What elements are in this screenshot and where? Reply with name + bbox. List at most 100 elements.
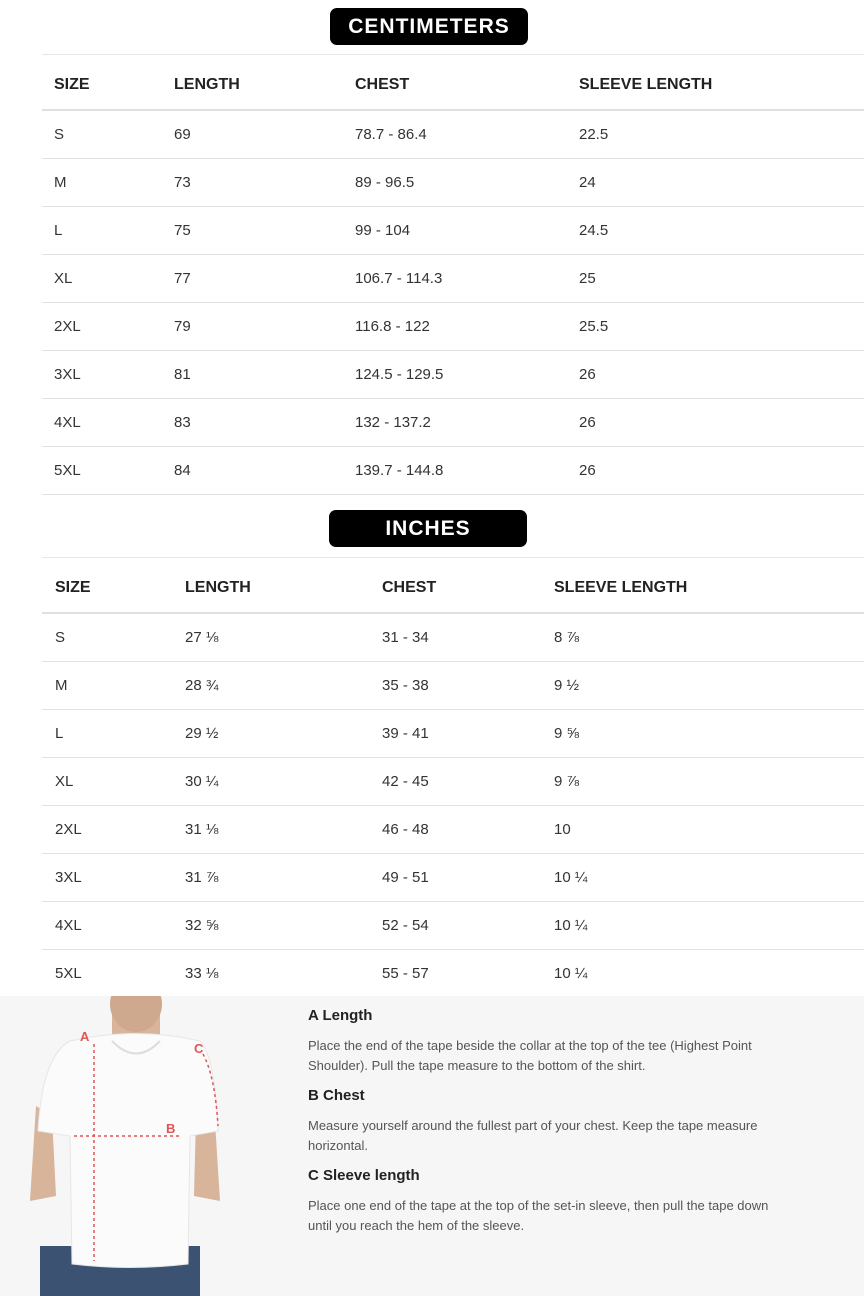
table-cell: XL	[55, 773, 74, 790]
table-row: 2XL 79 116.8 - 122 25.5	[42, 303, 864, 351]
table-cell: 31 ⅞	[185, 869, 219, 886]
length-text: Place the end of the tape beside the col…	[308, 1038, 752, 1073]
table-row: M 73 89 - 96.5 24	[42, 159, 864, 207]
table-cell: 9 ⅝	[554, 725, 580, 742]
table-cell: 10 ¼	[554, 965, 588, 982]
table-cell: 89 - 96.5	[355, 174, 415, 191]
column-header: SIZE	[55, 579, 91, 596]
table-cell: 8 ⅞	[554, 629, 580, 646]
table-cell: 79	[174, 318, 191, 335]
centimeters-title: CENTIMETERS	[330, 8, 528, 45]
table-cell: 73	[174, 174, 191, 191]
table-cell: 26	[579, 414, 596, 431]
table-cell: 35 - 38	[382, 677, 429, 694]
column-header: LENGTH	[174, 76, 240, 93]
table-cell: 24.5	[579, 222, 609, 239]
table-cell: 55 - 57	[382, 965, 429, 982]
table-cell: 78.7 - 86.4	[355, 126, 427, 143]
table-cell: 26	[579, 366, 596, 383]
table-cell: 32 ⅝	[185, 917, 219, 934]
table-cell: 116.8 - 122	[355, 318, 430, 335]
table-row: 4XL 83 132 - 137.2 26	[42, 399, 864, 447]
table-cell: 5XL	[55, 965, 82, 982]
table-cell: S	[54, 126, 65, 143]
table-cell: M	[54, 174, 67, 191]
table-cell: 10	[554, 821, 571, 838]
table-cell: 28 ¾	[185, 677, 219, 694]
table-cell: 22.5	[579, 126, 609, 143]
table-cell: S	[55, 629, 66, 646]
table-cell: 139.7 - 144.8	[355, 462, 444, 479]
table-row: 5XL 33 ⅛ 55 - 57 10 ¼	[42, 950, 864, 998]
table-row: 2XL 31 ⅛ 46 - 48 10	[42, 806, 864, 854]
measure-guide: A B C A Length Place the end of the tape…	[0, 996, 864, 1296]
column-header: SLEEVE LENGTH	[554, 579, 688, 596]
table-cell: 4XL	[55, 917, 82, 934]
table-cell: 83	[174, 414, 191, 431]
table-cell: 124.5 - 129.5	[355, 366, 444, 383]
table-cell: 81	[174, 366, 191, 383]
inches-title: INCHES	[329, 510, 527, 547]
table-cell: 84	[174, 462, 191, 479]
table-cell: 3XL	[55, 869, 82, 886]
column-header: CHEST	[382, 579, 437, 596]
sleeve-heading: C Sleeve length	[308, 1167, 420, 1184]
chest-heading: B Chest	[308, 1087, 365, 1104]
table-cell: 27 ⅛	[185, 629, 219, 646]
centimeters-table: SIZE LENGTH CHEST SLEEVE LENGTH S 69 78.7 - 86…	[42, 54, 864, 495]
label-b: B	[166, 1121, 175, 1136]
table-cell: 26	[579, 462, 596, 479]
length-heading: A Length	[308, 1007, 373, 1024]
table-cell: L	[54, 222, 63, 239]
measure-instructions: A Length Place the end of the tape besid…	[308, 996, 788, 1236]
table-cell: 77	[174, 270, 191, 287]
table-row: 3XL 31 ⅞ 49 - 51 10 ¼	[42, 854, 864, 902]
table-cell: 29 ½	[185, 725, 219, 742]
table-cell: 132 - 137.2	[355, 414, 431, 431]
column-header: SIZE	[54, 76, 90, 93]
table-cell: 2XL	[55, 821, 82, 838]
table-cell: 75	[174, 222, 191, 239]
header-row: SIZE LENGTH CHEST SLEEVE LENGTH	[42, 55, 864, 111]
tshirt-model-diagram: A B C	[30, 996, 220, 1296]
table-cell: 3XL	[54, 366, 81, 383]
table-row: S 27 ⅛ 31 - 34 8 ⅞	[42, 614, 864, 662]
table-cell: 10 ¼	[554, 869, 588, 886]
table-cell: 69	[174, 126, 191, 143]
inches-table: SIZE LENGTH CHEST SLEEVE LENGTH S 27 ⅛ 31 - 34…	[42, 557, 864, 998]
table-cell: 10 ¼	[554, 917, 588, 934]
label-c: C	[194, 1041, 204, 1056]
table-row: L 29 ½ 39 - 41 9 ⅝	[42, 710, 864, 758]
table-cell: 24	[579, 174, 596, 191]
table-row: XL 77 106.7 - 114.3 25	[42, 255, 864, 303]
table-cell: 33 ⅛	[185, 965, 219, 982]
table-cell: 25.5	[579, 318, 609, 335]
table-cell: 46 - 48	[382, 821, 429, 838]
table-cell: 42 - 45	[382, 773, 429, 790]
table-cell: 4XL	[54, 414, 81, 431]
table-row: 3XL 81 124.5 - 129.5 26	[42, 351, 864, 399]
column-header: SLEEVE LENGTH	[579, 76, 713, 93]
table-cell: 31 ⅛	[185, 821, 219, 838]
table-cell: M	[55, 677, 68, 694]
table-cell: 30 ¼	[185, 773, 219, 790]
column-header: LENGTH	[185, 579, 251, 596]
header-row: SIZE LENGTH CHEST SLEEVE LENGTH	[42, 558, 864, 614]
table-cell: 5XL	[54, 462, 81, 479]
table-cell: 39 - 41	[382, 725, 429, 742]
table-cell: 106.7 - 114.3	[355, 270, 443, 287]
table-cell: 52 - 54	[382, 917, 429, 934]
column-header: CHEST	[355, 76, 410, 93]
table-cell: XL	[54, 270, 73, 287]
table-cell: 2XL	[54, 318, 81, 335]
table-row: S 69 78.7 - 86.4 22.5	[42, 111, 864, 159]
sleeve-text: Place one end of the tape at the top of …	[308, 1198, 769, 1233]
table-cell: L	[55, 725, 64, 742]
table-cell: 9 ⅞	[554, 773, 580, 790]
label-a: A	[80, 1029, 90, 1044]
table-cell: 31 - 34	[382, 629, 429, 646]
table-row: 4XL 32 ⅝ 52 - 54 10 ¼	[42, 902, 864, 950]
chest-text: Measure yourself around the fullest part…	[308, 1118, 758, 1153]
table-cell: 99 - 104	[355, 222, 411, 239]
table-cell: 49 - 51	[382, 869, 429, 886]
